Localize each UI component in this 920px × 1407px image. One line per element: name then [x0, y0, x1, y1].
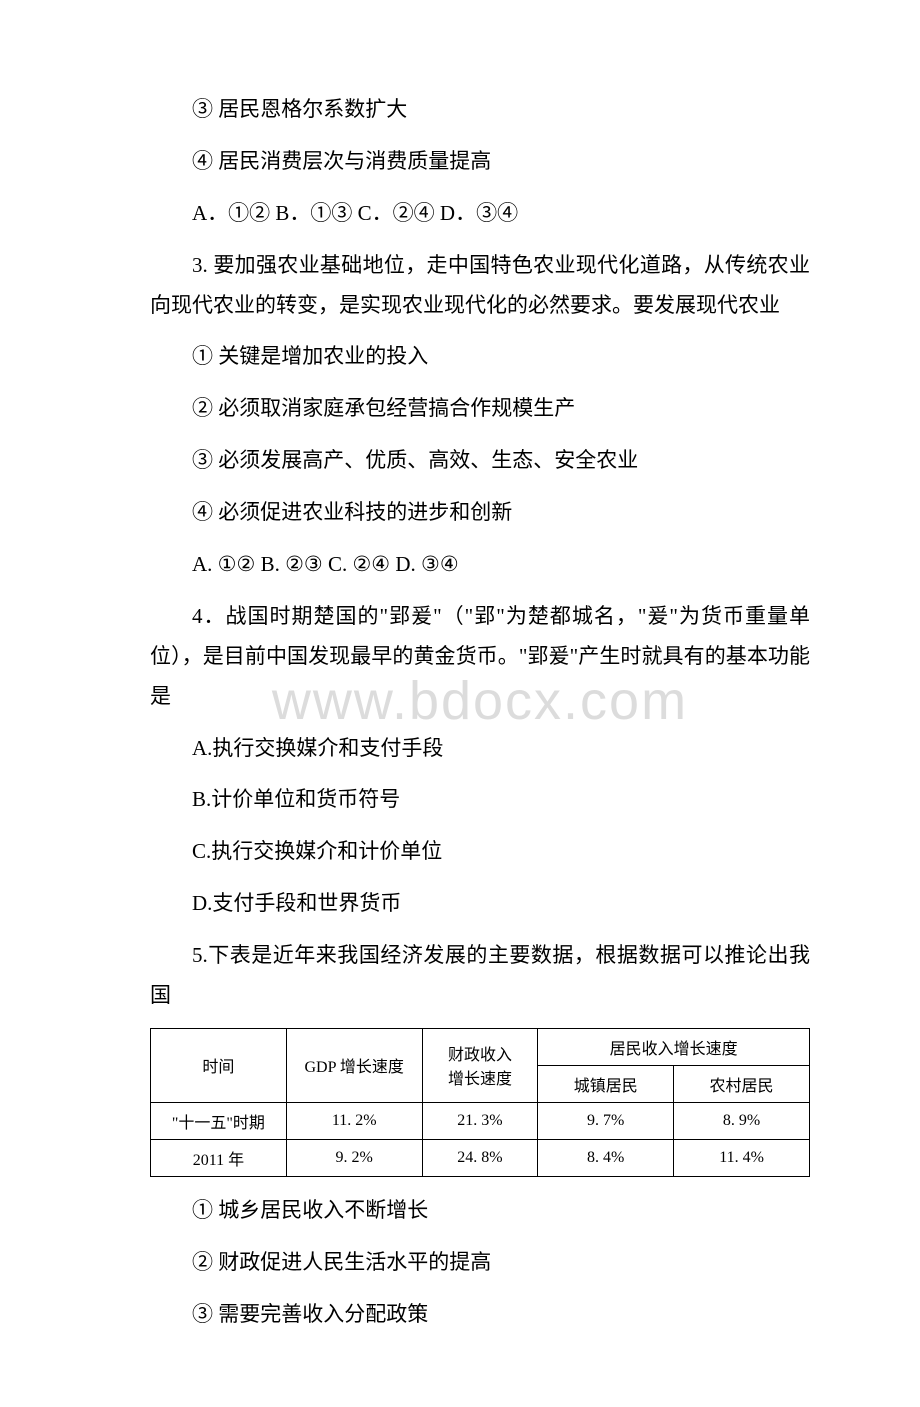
- cell-fiscal: 21. 3%: [422, 1102, 538, 1139]
- cell-fiscal: 24. 8%: [422, 1139, 538, 1176]
- question-stem: 5.下表是近年来我国经济发展的主要数据，根据数据可以推论出我国: [150, 936, 810, 1016]
- cell-urban: 8. 4%: [538, 1139, 674, 1176]
- answer-choices: A．①② B．①③ C．②④ D．③④: [150, 194, 810, 234]
- header-fiscal: 财政收入 增长速度: [422, 1028, 538, 1102]
- cell-rural: 8. 9%: [674, 1102, 810, 1139]
- choice-c: C.执行交换媒介和计价单位: [150, 832, 810, 872]
- option-text: ③ 必须发展高产、优质、高效、生态、安全农业: [150, 441, 810, 481]
- header-fiscal-line1: 财政收入: [448, 1047, 512, 1064]
- question-stem: 4．战国时期楚国的"郢爰"（"郢"为楚都城名，"爰"为货币重量单位），是目前中国…: [150, 597, 810, 717]
- option-text: ③ 居民恩格尔系数扩大: [150, 90, 810, 130]
- cell-gdp: 9. 2%: [286, 1139, 422, 1176]
- header-rural: 农村居民: [674, 1065, 810, 1102]
- economic-data-table: 时间 GDP 增长速度 财政收入 增长速度 居民收入增长速度 城镇居民 农村居民…: [150, 1028, 810, 1177]
- answer-choices: A. ①② B. ②③ C. ②④ D. ③④: [150, 545, 810, 585]
- cell-urban: 9. 7%: [538, 1102, 674, 1139]
- option-text: ① 关键是增加农业的投入: [150, 337, 810, 377]
- cell-gdp: 11. 2%: [286, 1102, 422, 1139]
- cell-rural: 11. 4%: [674, 1139, 810, 1176]
- option-text: ② 必须取消家庭承包经营搞合作规模生产: [150, 389, 810, 429]
- header-income: 居民收入增长速度: [538, 1028, 810, 1065]
- option-text: ① 城乡居民收入不断增长: [150, 1191, 810, 1231]
- header-fiscal-line2: 增长速度: [448, 1071, 512, 1088]
- choice-a: A.执行交换媒介和支付手段: [150, 729, 810, 769]
- option-text: ② 财政促进人民生活水平的提高: [150, 1243, 810, 1283]
- choice-b: B.计价单位和货币符号: [150, 780, 810, 820]
- choice-d: D.支付手段和世界货币: [150, 884, 810, 924]
- option-text: ③ 需要完善收入分配政策: [150, 1295, 810, 1335]
- header-urban: 城镇居民: [538, 1065, 674, 1102]
- cell-time: 2011 年: [151, 1139, 287, 1176]
- table-row: 2011 年 9. 2% 24. 8% 8. 4% 11. 4%: [151, 1139, 810, 1176]
- table-row: "十一五"时期 11. 2% 21. 3% 9. 7% 8. 9%: [151, 1102, 810, 1139]
- question-stem: 3. 要加强农业基础地位，走中国特色农业现代化道路，从传统农业向现代农业的转变，…: [150, 246, 810, 326]
- option-text: ④ 必须促进农业科技的进步和创新: [150, 493, 810, 533]
- option-text: ④ 居民消费层次与消费质量提高: [150, 142, 810, 182]
- header-gdp: GDP 增长速度: [286, 1028, 422, 1102]
- cell-time: "十一五"时期: [151, 1102, 287, 1139]
- table-header-row: 时间 GDP 增长速度 财政收入 增长速度 居民收入增长速度: [151, 1028, 810, 1065]
- header-time: 时间: [151, 1028, 287, 1102]
